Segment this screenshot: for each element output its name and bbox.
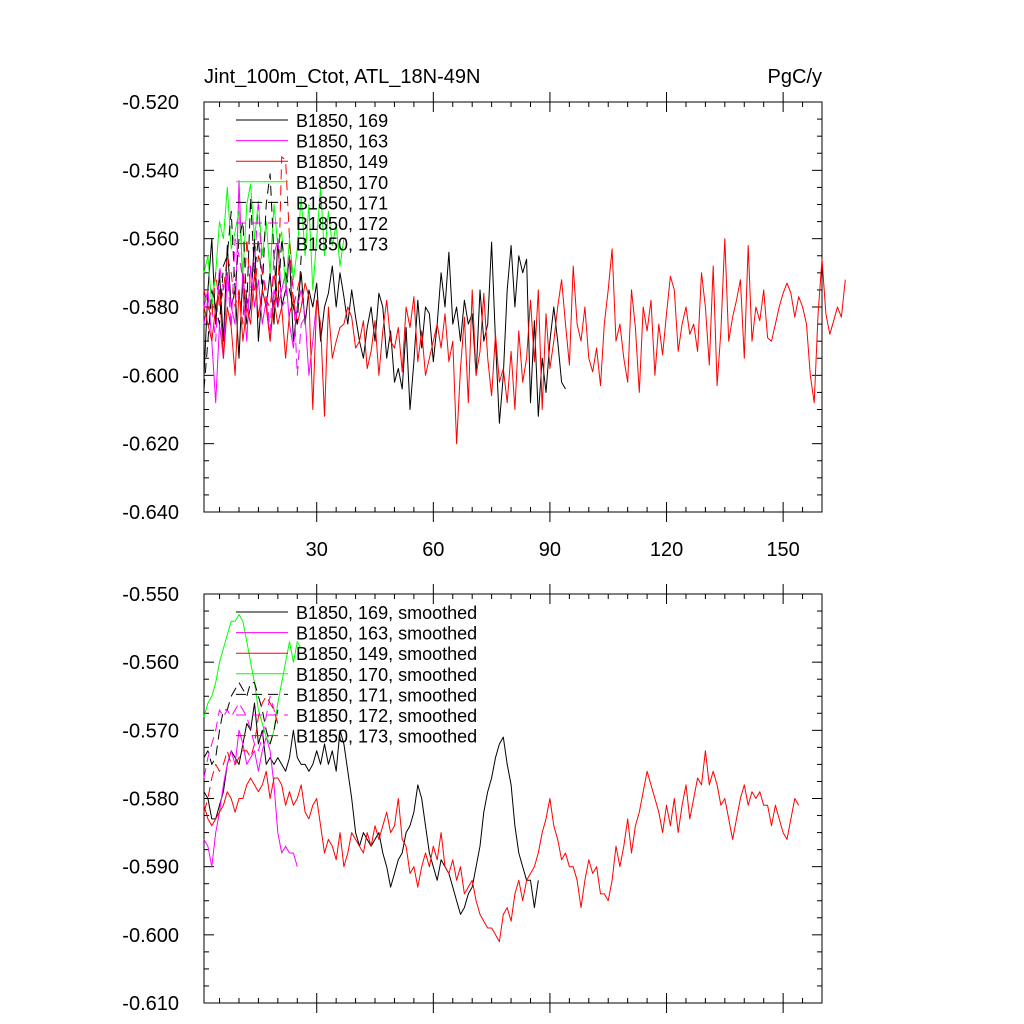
legend-label: B1850, 171, smoothed: [296, 685, 477, 705]
series-line-4: [203, 614, 302, 745]
series-line-6: [203, 204, 306, 376]
series-line-4: [203, 183, 345, 308]
legend-label: B1850, 149: [296, 152, 388, 172]
x-tick-label: 90: [539, 539, 561, 561]
y-tick-label: -0.570: [122, 720, 179, 742]
chart-title: Jint_100m_Ctot, ATL_18N-49N: [204, 66, 480, 88]
y-tick-label: -0.580: [122, 789, 179, 811]
y-tick-label: -0.620: [122, 434, 179, 456]
series-line-3: [203, 750, 800, 943]
y-tick-label: -0.610: [122, 993, 179, 1015]
series-line-7: [203, 156, 302, 325]
legend-label: B1850, 169: [296, 111, 388, 131]
series-line-2: [203, 729, 298, 868]
y-tick-label: -0.550: [122, 584, 179, 606]
x-tick-label: 30: [306, 539, 328, 561]
legend-label: B1850, 170: [296, 173, 388, 193]
legend-label: B1850, 170, smoothed: [296, 665, 477, 685]
x-tick-label: 120: [650, 539, 683, 561]
y-tick-label: -0.580: [122, 297, 179, 319]
y-tick-label: -0.600: [122, 925, 179, 947]
x-tick-label: 150: [766, 539, 799, 561]
series-line-5: [203, 682, 279, 765]
legend-label: B1850, 173: [296, 235, 388, 255]
legend-label: B1850, 163: [296, 132, 388, 152]
chart-panel-2: -0.550 -0.560 -0.570 -0.580 -0.590 -0.600 -0.6…: [122, 584, 823, 1015]
y-tick-label: -0.560: [122, 229, 179, 251]
series-line-1: [203, 238, 566, 424]
series-line-7: [203, 695, 279, 813]
legend-label: B1850, 172, smoothed: [296, 706, 477, 726]
series-line-5: [203, 173, 302, 390]
y-tick-label: -0.590: [122, 857, 179, 879]
legend-label: B1850, 173, smoothed: [296, 727, 477, 747]
legend-label: B1850, 163, smoothed: [296, 624, 477, 644]
series-line-6: [203, 695, 279, 779]
chart-panel-1: Jint_100m_Ctot, ATL_18N-49N PgC/y -0.520 -0…: [122, 66, 846, 561]
y-tick-label: -0.560: [122, 652, 179, 674]
series-line-3: [203, 238, 846, 445]
y-tick-label: -0.520: [122, 92, 179, 114]
y-tick-label: -0.640: [122, 502, 179, 524]
units-label: PgC/y: [768, 66, 822, 88]
legend-label: B1850, 171: [296, 193, 388, 213]
x-tick-label: 60: [422, 539, 444, 561]
legend-label: B1850, 149, smoothed: [296, 644, 477, 664]
y-tick-label: -0.540: [122, 160, 179, 182]
legend-label: B1850, 172: [296, 214, 388, 234]
y-tick-label: -0.600: [122, 365, 179, 387]
legend-label: B1850, 169, smoothed: [296, 603, 477, 623]
